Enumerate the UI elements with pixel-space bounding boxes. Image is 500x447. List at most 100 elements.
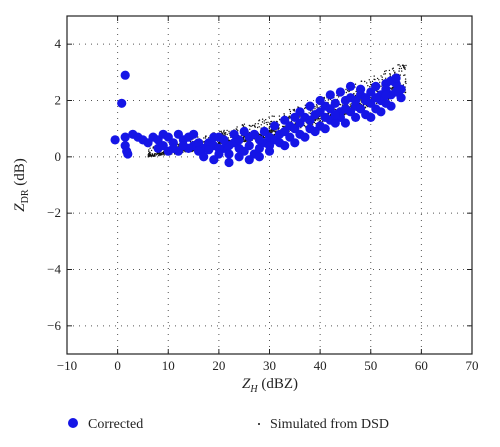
simulated-point — [345, 91, 347, 94]
axis-ticks: −10 0 10 20 30 40 50 60 70 −6 −4 −2 0 2 4 — [47, 16, 479, 373]
simulated-point — [404, 91, 406, 94]
corrected-point — [356, 84, 366, 94]
y-tick-label: 2 — [55, 93, 62, 108]
corrected-point — [199, 152, 209, 162]
simulated-point — [217, 142, 220, 144]
simulated-point — [367, 85, 369, 87]
corrected-point — [209, 132, 219, 142]
simulated-point — [385, 70, 387, 72]
x-tick-label: −10 — [57, 358, 77, 373]
simulated-point — [337, 96, 340, 98]
simulated-point — [293, 108, 296, 111]
simulated-point — [236, 128, 238, 131]
simulated-point — [250, 125, 252, 128]
corrected-point — [110, 135, 120, 145]
simulated-point — [345, 88, 347, 91]
corrected-point — [264, 146, 275, 156]
simulated-point — [269, 129, 271, 131]
simulated-point — [308, 112, 310, 114]
simulated-point — [373, 75, 375, 77]
simulated-point — [364, 80, 366, 83]
simulated-point — [403, 74, 405, 77]
simulated-point — [243, 123, 246, 125]
corrected-point — [209, 155, 219, 165]
simulated-point — [254, 126, 256, 128]
simulated-point — [271, 120, 273, 123]
corrected-point — [325, 90, 335, 100]
simulated-point — [258, 119, 261, 121]
x-tick-label: 60 — [415, 358, 428, 373]
simulated-point — [220, 130, 222, 132]
corrected-point — [320, 112, 330, 122]
simulated-point — [288, 115, 290, 118]
simulated-point — [205, 135, 207, 138]
simulated-point — [226, 129, 228, 132]
simulated-point — [369, 86, 371, 88]
simulated-point — [148, 152, 150, 155]
simulated-point — [393, 70, 395, 72]
simulated-point — [370, 97, 372, 99]
simulated-point — [354, 94, 357, 97]
simulated-point — [163, 154, 166, 156]
simulated-point — [401, 70, 403, 72]
corrected-point — [371, 104, 381, 114]
corrected-point — [189, 129, 199, 139]
simulated-point — [278, 115, 281, 117]
simulated-point — [380, 85, 382, 87]
simulated-point — [404, 78, 407, 80]
corrected-point — [244, 155, 254, 165]
simulated-point — [148, 149, 150, 151]
simulated-point — [267, 121, 269, 124]
simulated-point — [397, 64, 399, 66]
simulated-point — [375, 102, 378, 105]
simulated-point — [314, 108, 316, 110]
y-tick-label: 0 — [55, 149, 62, 164]
simulated-point — [223, 131, 225, 134]
simulated-point — [327, 99, 329, 101]
simulated-point — [257, 123, 259, 125]
legend-corrected-label: Corrected — [88, 417, 143, 432]
legend-simulated-label: Simulated from DSD — [270, 417, 389, 432]
simulated-point — [297, 106, 299, 108]
corrected-point — [345, 81, 356, 91]
corrected-point — [315, 95, 325, 106]
simulated-point — [303, 125, 306, 127]
simulated-point — [319, 119, 321, 122]
simulated-point — [316, 106, 318, 109]
corrected-point — [259, 126, 269, 137]
simulated-point — [314, 106, 316, 108]
corrected-point — [280, 141, 290, 151]
corrected-point — [371, 93, 381, 103]
simulated-point — [204, 137, 207, 139]
simulated-point — [256, 126, 259, 129]
simulated-point — [398, 70, 400, 72]
simulated-point — [317, 119, 319, 121]
corrected-point — [330, 118, 340, 128]
simulated-point — [260, 124, 262, 126]
x-tick-label: 20 — [212, 358, 225, 373]
corrected-point — [163, 146, 173, 156]
y-tick-label: −4 — [47, 262, 61, 277]
simulated-point — [380, 75, 382, 77]
x-tick-label: 30 — [263, 358, 276, 373]
simulated-point — [271, 115, 273, 117]
simulated-point — [219, 130, 221, 133]
simulated-point — [398, 64, 400, 66]
simulated-point — [150, 149, 153, 152]
simulated-point — [154, 155, 156, 157]
corrected-point — [234, 152, 244, 162]
simulated-point — [159, 153, 161, 155]
corrected-point — [330, 98, 340, 108]
simulated-point — [243, 136, 245, 138]
simulated-point — [402, 64, 404, 66]
simulated-point — [381, 76, 383, 78]
simulated-point — [249, 128, 251, 130]
simulated-point — [353, 92, 355, 95]
simulated-point — [244, 140, 246, 143]
simulated-point — [160, 152, 163, 155]
corrected-point — [340, 118, 350, 128]
simulated-point — [315, 104, 318, 106]
legend: Corrected Simulated from DSD — [68, 417, 389, 432]
simulated-point — [388, 69, 391, 72]
